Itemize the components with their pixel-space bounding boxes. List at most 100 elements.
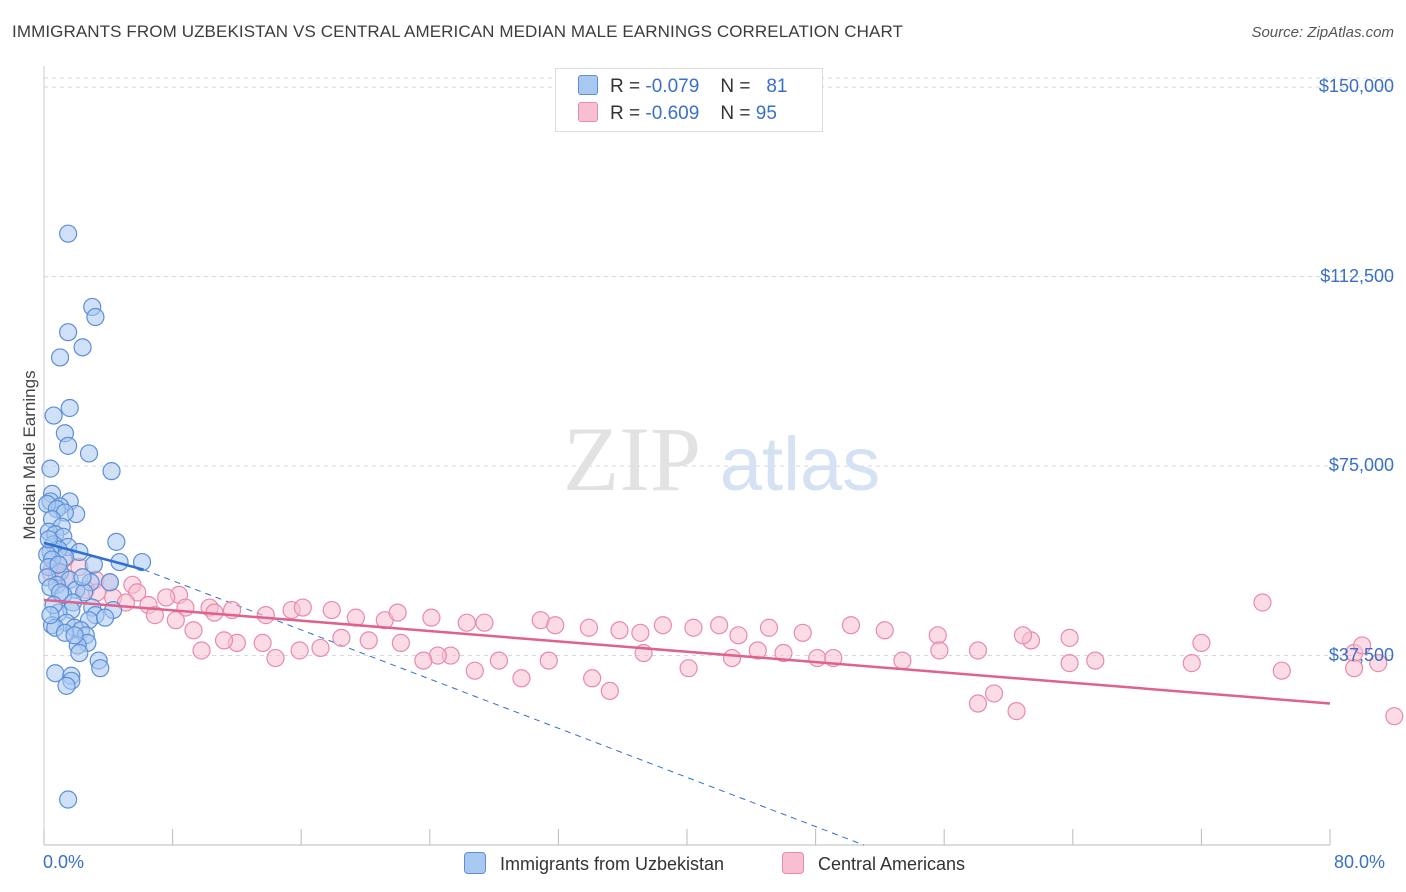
data-point-central-americans xyxy=(893,651,912,670)
x-tick-max: 80.0% xyxy=(1334,852,1386,872)
data-point-central-americans xyxy=(1192,633,1211,653)
axes xyxy=(43,66,1331,846)
r-label: R = xyxy=(610,76,641,97)
trend-lines xyxy=(43,541,1331,705)
data-point-uzbekistan xyxy=(65,626,84,645)
blue-trend-extension xyxy=(143,569,865,846)
data-point-uzbekistan xyxy=(57,676,76,695)
data-point-central-americans xyxy=(166,611,185,630)
data-point-central-americans xyxy=(457,613,476,632)
n-label: N = xyxy=(720,76,751,97)
y-tick-label: $37,500 xyxy=(1328,644,1394,665)
data-point-central-americans xyxy=(1007,702,1026,721)
data-point-central-americans xyxy=(388,603,407,622)
r-value: -0.079 xyxy=(645,76,700,97)
chart-title: IMMIGRANTS FROM UZBEKISTAN VS CENTRAL AM… xyxy=(12,22,904,41)
data-point-central-americans xyxy=(145,606,165,625)
pink-swatch xyxy=(782,852,804,874)
blue-swatch xyxy=(578,75,598,95)
data-point-central-americans xyxy=(157,588,176,607)
n-value: 81 xyxy=(766,76,788,97)
trend-line-central-americans xyxy=(43,598,1331,705)
data-point-central-americans xyxy=(359,631,378,650)
data-point-central-americans xyxy=(489,651,509,670)
watermark-zip: ZIP xyxy=(563,408,701,510)
data-point-central-americans xyxy=(759,618,779,637)
data-point-central-americans xyxy=(793,623,812,642)
y-tick-label: $150,000 xyxy=(1318,76,1394,97)
data-point-central-americans xyxy=(600,681,619,701)
data-point-uzbekistan xyxy=(100,573,120,592)
data-point-central-americans xyxy=(128,583,147,602)
data-point-central-americans xyxy=(928,626,947,645)
data-point-central-americans xyxy=(722,648,742,668)
data-point-central-americans xyxy=(875,621,894,640)
stats-row-uzbekistan: R = -0.079 N = 81 xyxy=(578,75,787,99)
y-tick-label: $75,000 xyxy=(1328,455,1394,476)
data-point-central-americans xyxy=(684,618,703,637)
data-point-central-americans xyxy=(583,669,602,688)
data-point-central-americans xyxy=(841,616,861,635)
data-point-uzbekistan xyxy=(49,555,68,574)
data-point-central-americans xyxy=(653,616,672,635)
data-point-central-americans xyxy=(322,600,341,620)
data-point-central-americans xyxy=(192,641,211,660)
data-point-central-americans xyxy=(930,641,949,660)
data-point-uzbekistan xyxy=(91,659,110,678)
data-point-uzbekistan xyxy=(132,552,152,572)
data-point-central-americans xyxy=(1182,654,1201,673)
series-central-americans xyxy=(41,550,1404,726)
data-point-uzbekistan xyxy=(95,608,115,627)
data-point-central-americans xyxy=(253,633,272,653)
data-point-central-americans xyxy=(610,621,629,640)
data-point-central-americans xyxy=(1086,651,1105,670)
x-tick-min: 0.0% xyxy=(43,852,85,872)
watermark-atlas: atlas xyxy=(720,422,881,507)
data-point-uzbekistan xyxy=(102,462,121,481)
data-point-uzbekistan xyxy=(41,606,60,625)
data-point-central-americans xyxy=(1060,654,1079,673)
y-tick-label: $112,500 xyxy=(1320,265,1394,286)
data-point-uzbekistan xyxy=(59,436,78,455)
data-point-central-americans xyxy=(546,616,565,635)
n-label: N = xyxy=(720,103,751,124)
data-point-central-americans xyxy=(1060,628,1079,647)
data-point-uzbekistan xyxy=(79,444,99,463)
trend-line-uzbekistan xyxy=(43,541,144,571)
data-point-central-americans xyxy=(1369,654,1388,673)
data-point-central-americans xyxy=(808,648,827,668)
legend-label: Immigrants from Uzbekistan xyxy=(500,854,725,874)
data-point-central-americans xyxy=(710,616,729,635)
data-point-uzbekistan xyxy=(70,643,89,663)
r-label: R = xyxy=(610,103,641,124)
stats-row-central-americans: R = -0.609 N = 95 xyxy=(578,102,777,126)
data-point-central-americans xyxy=(968,641,988,660)
data-point-central-americans xyxy=(1013,626,1033,645)
trend-extension-uzbekistan xyxy=(143,569,865,846)
data-point-central-americans xyxy=(512,669,531,688)
data-point-uzbekistan xyxy=(50,348,70,367)
series-uzbekistan xyxy=(38,224,152,809)
data-point-uzbekistan xyxy=(59,323,78,342)
data-point-central-americans xyxy=(679,659,698,678)
data-point-uzbekistan xyxy=(41,459,60,478)
stats-legend: R = -0.079 N = 81 R = -0.609 N = 95 xyxy=(555,68,823,132)
data-point-central-americans xyxy=(1345,659,1364,678)
data-point-central-americans xyxy=(465,661,484,680)
data-point-central-americans xyxy=(422,608,441,627)
pink-swatch xyxy=(578,102,598,122)
legend-item-uzbekistan: Immigrants from Uzbekistan xyxy=(464,852,724,875)
data-point-central-americans xyxy=(475,613,494,632)
data-point-central-americans xyxy=(311,638,330,658)
data-point-central-americans xyxy=(1353,636,1372,655)
r-value: -0.609 xyxy=(645,103,700,124)
data-point-central-americans xyxy=(631,623,650,642)
legend-item-central-americans: Central Americans xyxy=(782,852,965,875)
data-point-central-americans xyxy=(539,651,558,670)
data-point-central-americans xyxy=(1253,593,1272,612)
data-point-uzbekistan xyxy=(44,406,63,425)
data-point-uzbekistan xyxy=(73,568,92,587)
data-point-uzbekistan xyxy=(59,224,78,243)
legend-label: Central Americans xyxy=(818,854,966,874)
data-point-central-americans xyxy=(184,621,203,640)
